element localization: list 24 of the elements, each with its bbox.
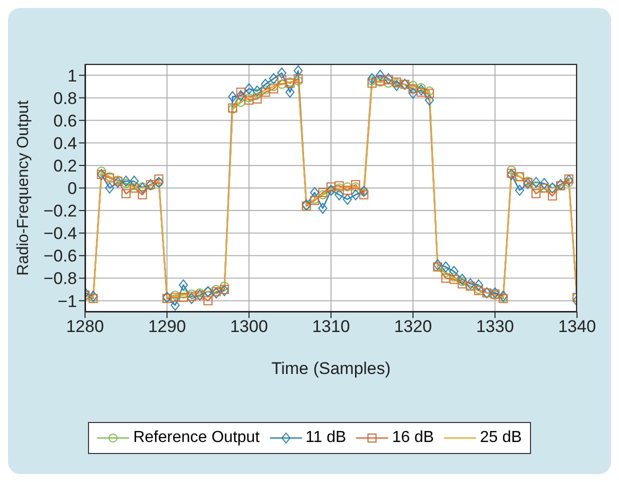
y-tick-label: 1 [68, 66, 77, 86]
y-tick-label: −0.4 [43, 224, 77, 244]
x-tick-label: 1290 [148, 317, 186, 336]
x-tick-label: 1280 [66, 317, 104, 336]
y-tick-label: 0.4 [53, 134, 77, 153]
y-tick-label: −0.6 [43, 246, 77, 266]
legend-label: Reference Output [133, 429, 260, 447]
y-tick-label: −0.8 [43, 269, 77, 288]
x-axis-title: Time (Samples) [271, 359, 391, 378]
y-tick-label: 0 [68, 179, 77, 198]
x-tick-label: 1310 [312, 317, 350, 336]
y-tick-label: −1 [58, 292, 77, 311]
x-tick-label: 1300 [230, 317, 268, 336]
legend-label: 11 dB [306, 429, 346, 447]
legend-label: 25 dB [480, 429, 522, 447]
y-tick-label: 0.8 [53, 88, 77, 108]
y-tick-label: 0.2 [53, 156, 77, 176]
y-tick-label: 0.6 [53, 111, 77, 130]
y-axis-title: Radio-Frequency Output [15, 100, 32, 276]
x-tick-label: 1330 [476, 317, 514, 336]
x-tick-label: 1320 [394, 317, 432, 336]
legend-label: 16 dB [392, 429, 434, 447]
x-tick-label: 1340 [558, 317, 596, 336]
y-tick-label: −0.2 [43, 202, 77, 221]
